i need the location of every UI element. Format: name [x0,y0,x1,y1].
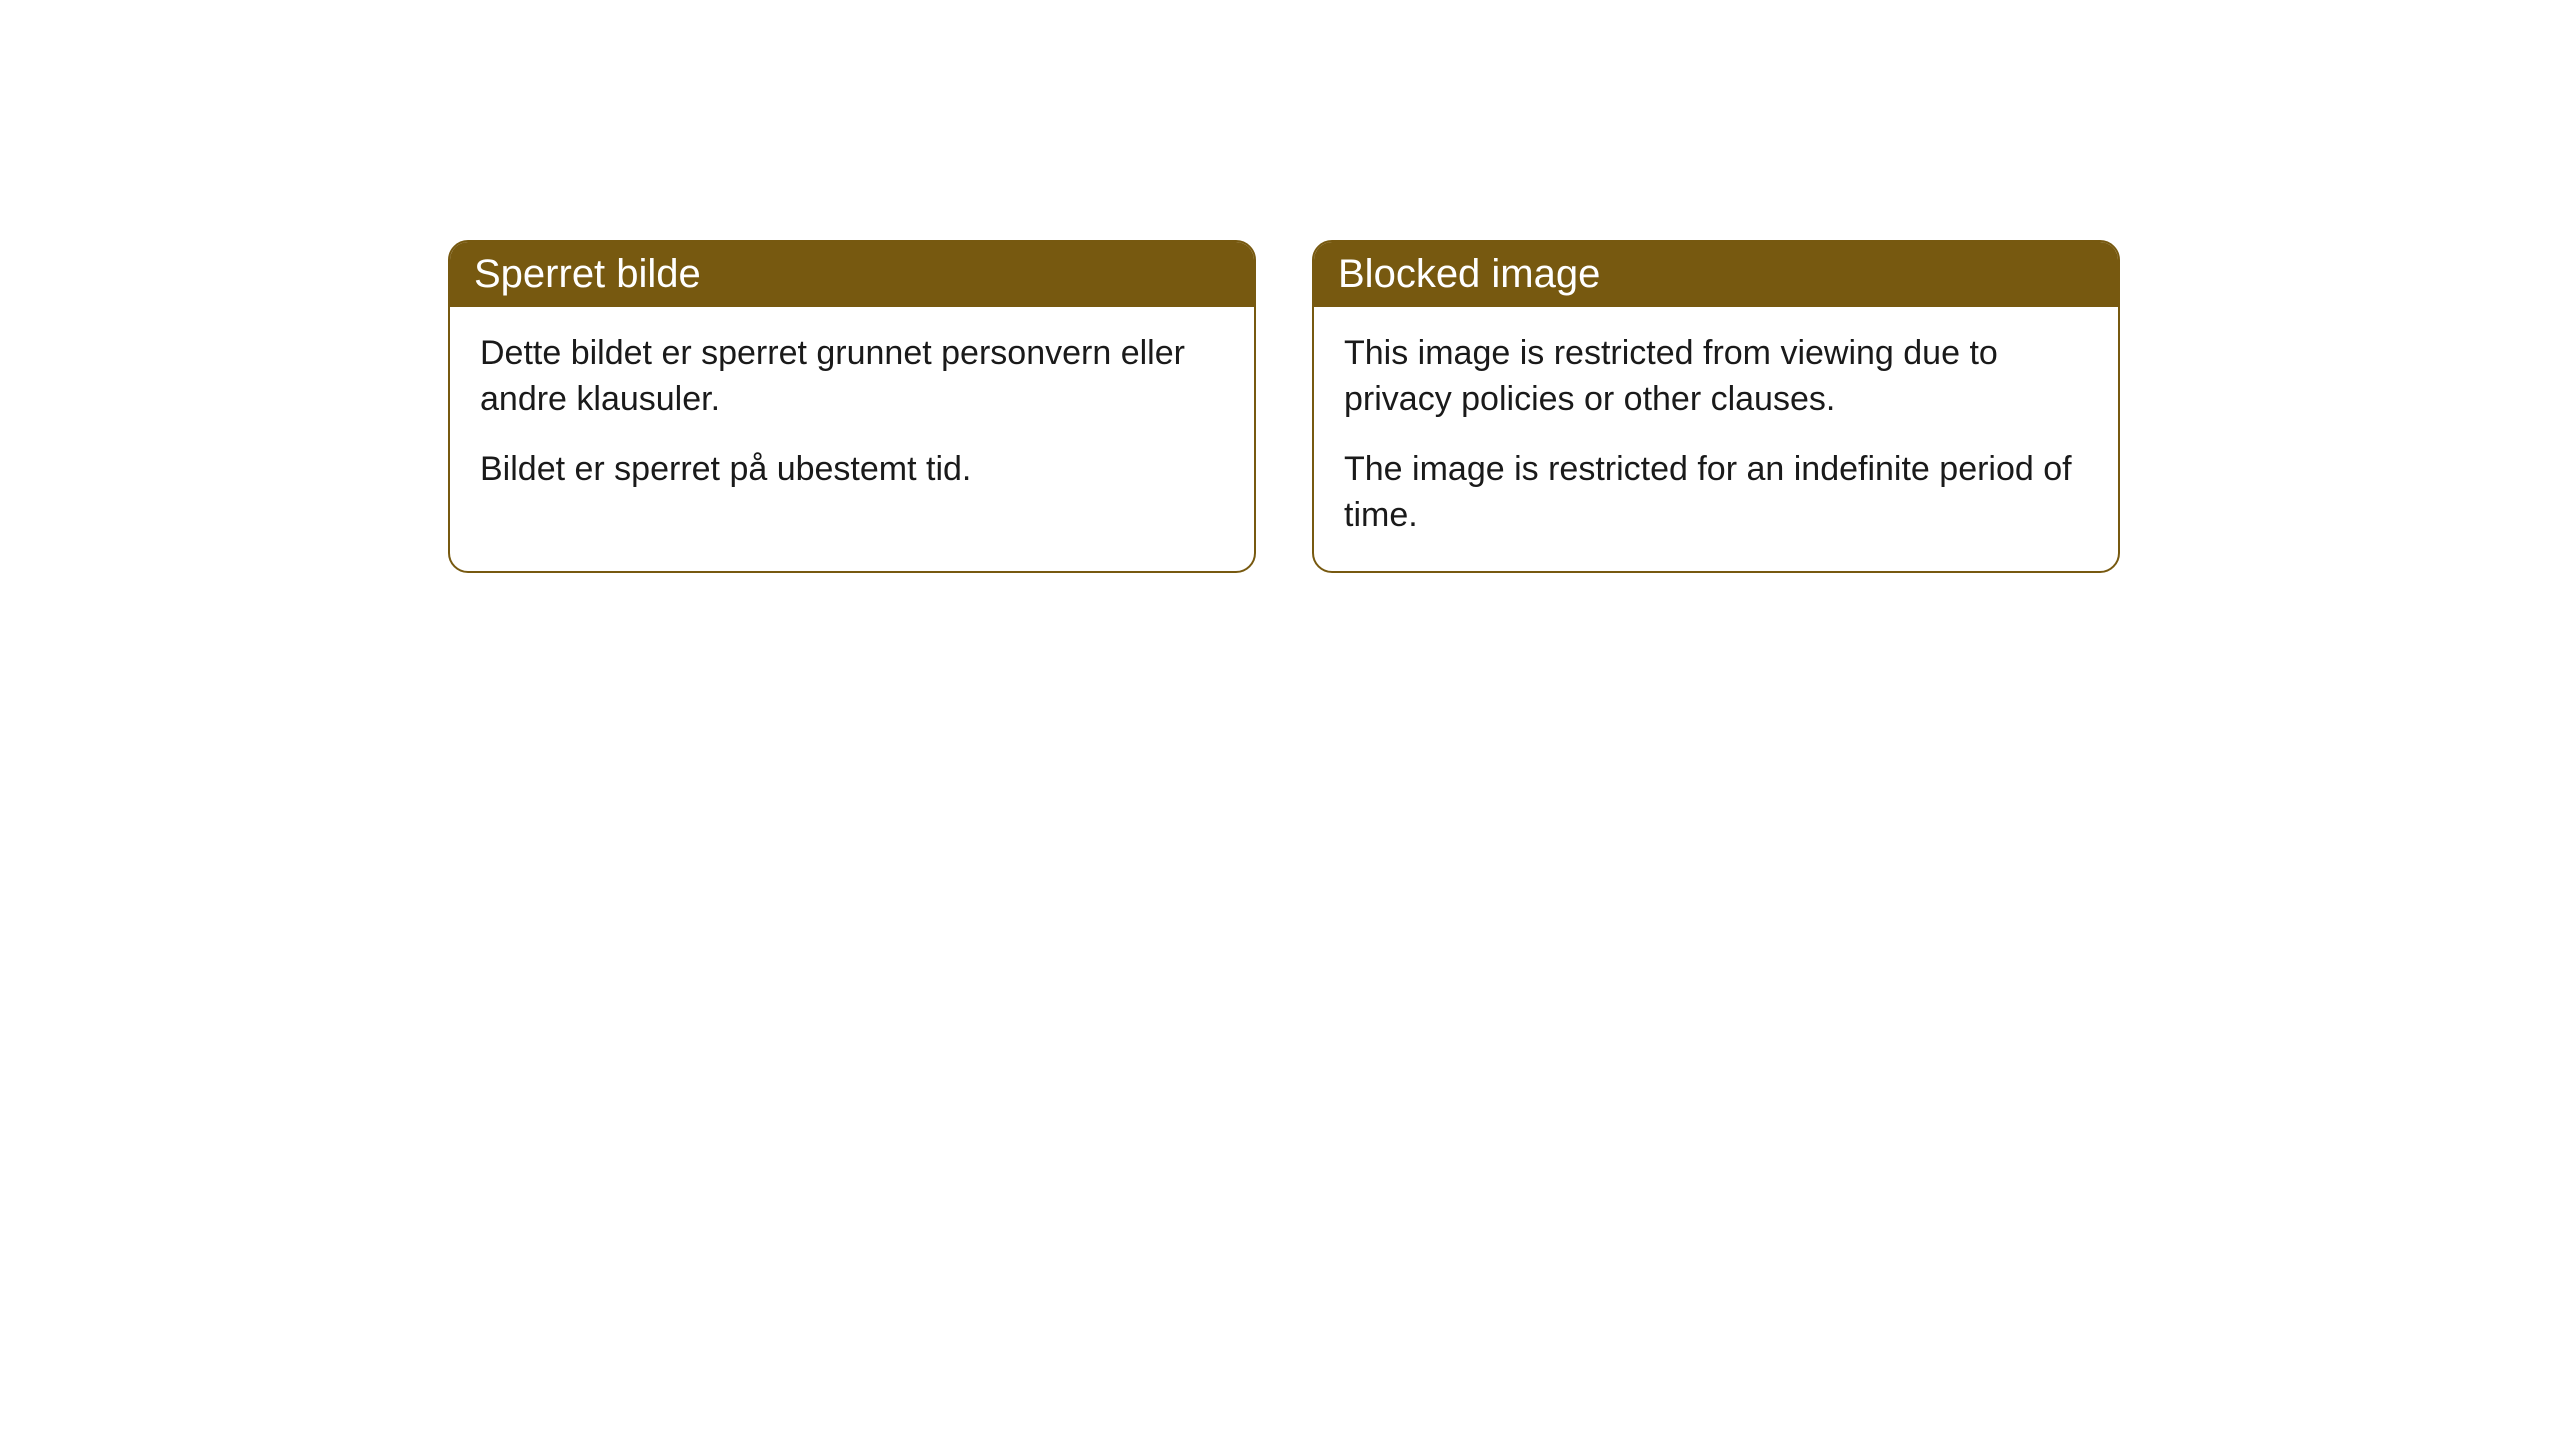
card-paragraph-2-english: The image is restricted for an indefinit… [1344,447,2088,539]
card-body-english: This image is restricted from viewing du… [1314,307,2118,571]
card-title-norwegian: Sperret bilde [474,252,701,296]
card-header-english: Blocked image [1314,242,2118,307]
cards-container: Sperret bilde Dette bildet er sperret gr… [0,0,2560,573]
card-body-norwegian: Dette bildet er sperret grunnet personve… [450,307,1254,525]
card-header-norwegian: Sperret bilde [450,242,1254,307]
card-paragraph-2-norwegian: Bildet er sperret på ubestemt tid. [480,447,1224,493]
card-paragraph-1-norwegian: Dette bildet er sperret grunnet personve… [480,331,1224,423]
card-title-english: Blocked image [1338,252,1600,296]
card-paragraph-1-english: This image is restricted from viewing du… [1344,331,2088,423]
blocked-image-card-english: Blocked image This image is restricted f… [1312,240,2120,573]
blocked-image-card-norwegian: Sperret bilde Dette bildet er sperret gr… [448,240,1256,573]
